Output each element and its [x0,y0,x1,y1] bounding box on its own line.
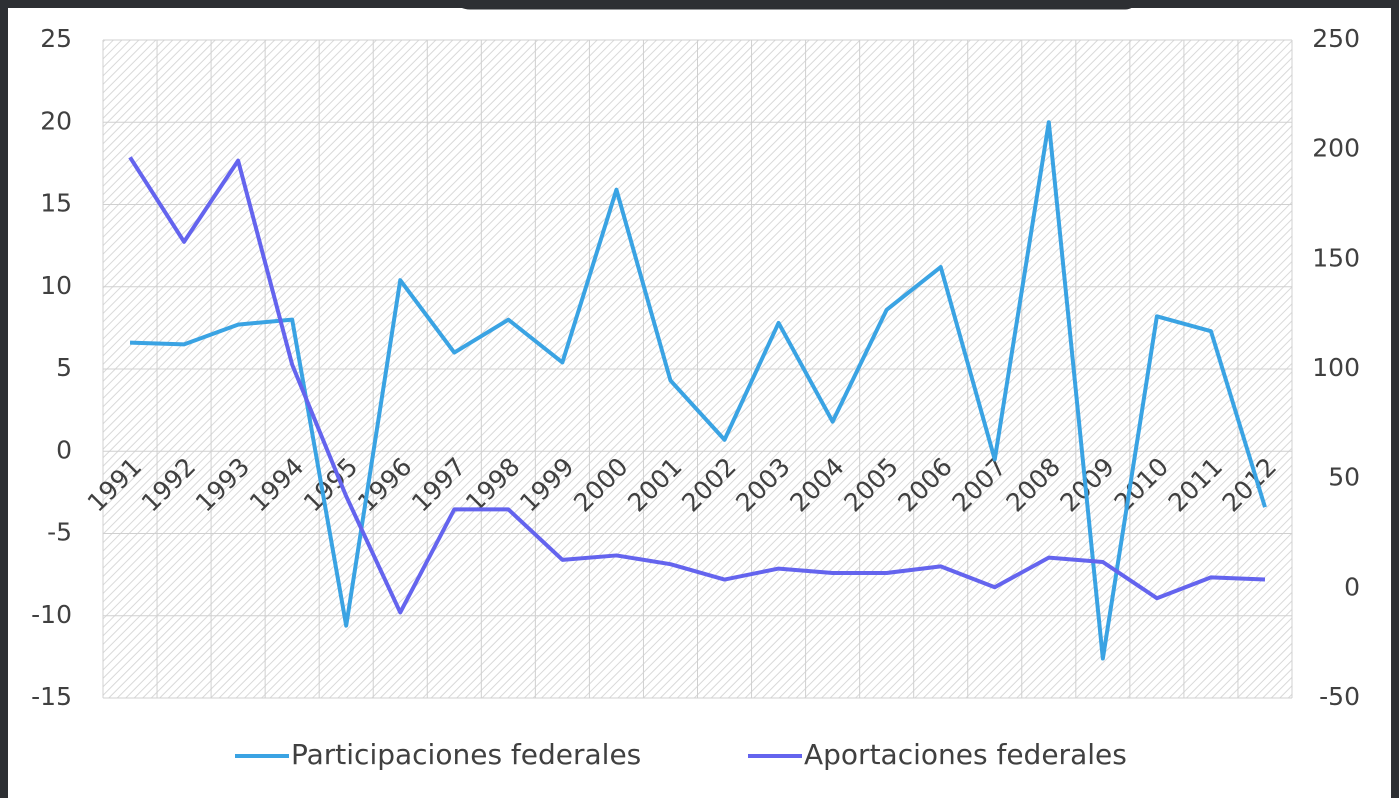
y2-tick-label: -50 [1319,682,1360,711]
legend-label: Aportaciones federales [804,738,1127,771]
y2-tick-label: 100 [1312,353,1360,382]
y2-tick-label: 150 [1312,243,1360,272]
y-tick-label: 10 [40,271,72,300]
y2-tick-label: 250 [1312,24,1360,53]
legend-label: Participaciones federales [291,738,641,771]
y-tick-label: 0 [56,435,72,464]
title-frame [453,0,1138,10]
y-tick-label: -5 [47,518,72,547]
y-tick-label: 5 [56,353,72,382]
y-tick-label: 25 [40,24,72,53]
series-line [129,120,1267,661]
y-tick-label: -10 [31,600,72,629]
y-tick-label: 20 [40,106,72,135]
y2-tick-label: 200 [1312,134,1360,163]
y-tick-label: 15 [40,189,72,218]
y2-tick-label: 0 [1344,572,1360,601]
series-line [128,156,1266,615]
y-tick-label: -15 [31,682,72,711]
y2-tick-label: 50 [1328,463,1360,492]
